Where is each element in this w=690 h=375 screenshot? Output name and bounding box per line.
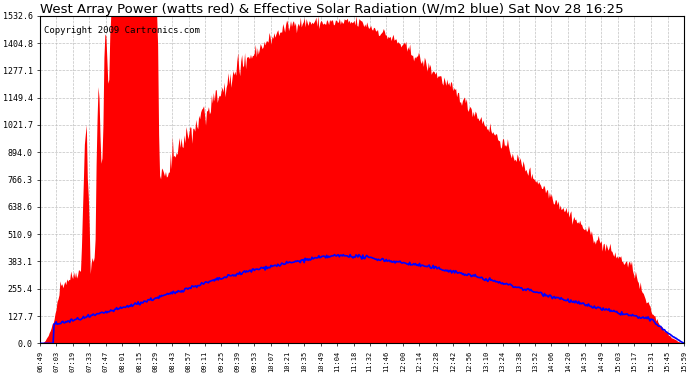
Text: Copyright 2009 Cartronics.com: Copyright 2009 Cartronics.com bbox=[43, 26, 199, 34]
Text: West Array Power (watts red) & Effective Solar Radiation (W/m2 blue) Sat Nov 28 : West Array Power (watts red) & Effective… bbox=[41, 3, 624, 16]
